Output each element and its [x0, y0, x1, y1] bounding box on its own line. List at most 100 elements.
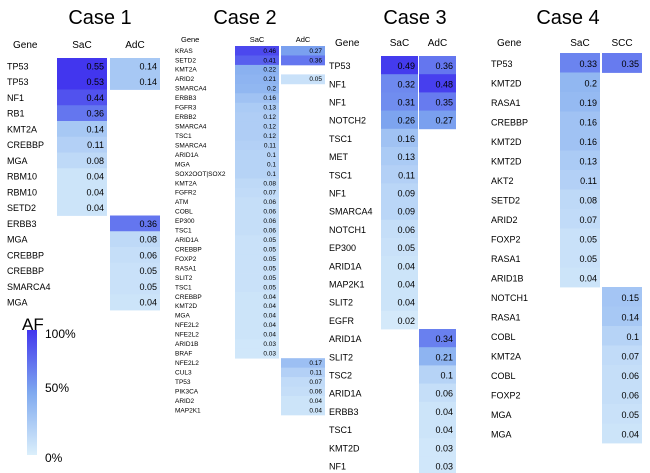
gene-label: CREBBP [7, 250, 44, 260]
af-cell [235, 263, 279, 274]
af-value-label: 0.03 [263, 341, 276, 348]
af-cell [235, 291, 279, 302]
gene-label: FGFR3 [175, 105, 197, 112]
gene-label: TSC1 [175, 133, 192, 140]
af-value-label: 0.1 [267, 152, 276, 159]
af-value-label: 0.31 [397, 98, 415, 108]
af-value-label: 0.2 [267, 86, 276, 93]
af-cell [419, 420, 456, 439]
gene-label: FOXP2 [491, 235, 521, 245]
af-value-label: 0.1 [626, 332, 639, 342]
af-value-label: 0.06 [263, 209, 276, 216]
sample-column-header: SaC [72, 40, 91, 51]
color-scale-tick-high: 100% [45, 327, 76, 341]
af-value-label: 0.14 [139, 77, 157, 87]
gene-label: MGA [7, 235, 28, 245]
af-value-label: 0.19 [579, 98, 597, 108]
af-value-label: 0.05 [263, 246, 276, 253]
af-value-label: 0.03 [263, 351, 276, 358]
af-cell [281, 367, 325, 378]
af-cell [110, 73, 160, 90]
gene-label: CUL3 [175, 369, 192, 376]
af-value-label: 0.04 [139, 298, 157, 308]
af-value-label: 0.04 [309, 398, 322, 405]
af-value-label: 0.36 [139, 219, 157, 229]
af-cell [110, 294, 160, 311]
af-cell [281, 74, 325, 85]
af-cell [235, 131, 279, 141]
gene-label: BRAF [175, 351, 192, 358]
af-cell [235, 301, 279, 312]
af-value-label: 0.07 [621, 352, 639, 362]
af-value-label: 0.04 [397, 298, 415, 308]
af-cell [235, 254, 279, 264]
af-value-label: 0.16 [579, 118, 597, 128]
af-value-label: 0.05 [263, 256, 276, 263]
af-cell [235, 178, 279, 189]
af-cell [419, 365, 456, 384]
af-cell [57, 121, 107, 138]
gene-label: ARID2 [491, 215, 518, 225]
gene-label: MGA [175, 161, 190, 168]
gene-label: ERBB3 [175, 95, 197, 102]
af-value-label: 0.2 [584, 79, 597, 89]
gene-label: MGA [7, 156, 28, 166]
af-cell [235, 244, 279, 255]
af-cell [381, 256, 418, 275]
af-cell [235, 197, 279, 208]
gene-label: ATM [175, 199, 188, 206]
gene-label: ARID1A [175, 152, 199, 159]
af-value-label: 0.06 [397, 225, 415, 235]
af-value-label: 0.04 [435, 407, 453, 417]
case-panel-2: Case 2 Gene SaC AdC KRAS 0.46 0.27 SETD2 0.41 0.3… [175, 7, 325, 416]
gene-label: TP53 [7, 61, 29, 71]
sample-column-header: SCC [611, 38, 632, 49]
af-cell [602, 326, 642, 346]
gene-label: MGA [7, 298, 28, 308]
af-value-label: 0.46 [263, 48, 276, 55]
gene-label: TSC1 [329, 425, 352, 435]
gene-label: PIK3CA [175, 388, 199, 395]
af-value-label: 0.53 [86, 77, 104, 87]
af-cell [602, 287, 642, 307]
af-cell [381, 201, 418, 221]
af-cell [281, 396, 325, 406]
af-value-label: 0.06 [435, 389, 453, 399]
gene-label: KMT2D [491, 137, 522, 147]
gene-label: KMT2D [175, 303, 197, 310]
af-cell [57, 136, 107, 153]
af-cell [381, 238, 418, 257]
af-value-label: 0.48 [435, 79, 453, 89]
af-cell [602, 345, 642, 366]
af-value-label: 0.36 [309, 57, 322, 64]
gene-label: NOTCH2 [329, 116, 366, 126]
af-cell [419, 438, 456, 457]
gene-column-header: Gene [335, 38, 360, 49]
gene-label: COBL [175, 209, 193, 216]
af-value-label: 0.07 [579, 215, 597, 225]
gene-label: FOXP2 [175, 256, 197, 263]
af-cell [419, 56, 456, 75]
af-cell [560, 267, 600, 288]
af-value-label: 0.09 [397, 189, 415, 199]
gene-label: NOTCH1 [491, 293, 528, 303]
af-cell [57, 58, 107, 75]
af-value-label: 0.04 [579, 274, 597, 284]
gene-label: SMARCA4 [7, 282, 51, 292]
af-cell [57, 152, 107, 169]
gene-label: NF1 [329, 189, 346, 199]
gene-label: SMARCA4 [175, 123, 207, 130]
af-cell [235, 235, 279, 246]
af-cell [110, 247, 160, 264]
af-value-label: 0.08 [579, 196, 597, 206]
af-cell [602, 365, 642, 385]
af-value-label: 0.04 [397, 261, 415, 271]
af-value-label: 0.44 [86, 93, 104, 103]
gene-label: ERBB2 [175, 114, 197, 121]
af-cell [602, 306, 642, 327]
gene-label: RBM10 [7, 172, 37, 182]
af-cell [235, 121, 279, 132]
gene-label: RASA1 [491, 254, 521, 264]
af-cell [57, 105, 107, 122]
af-cell [419, 110, 456, 130]
